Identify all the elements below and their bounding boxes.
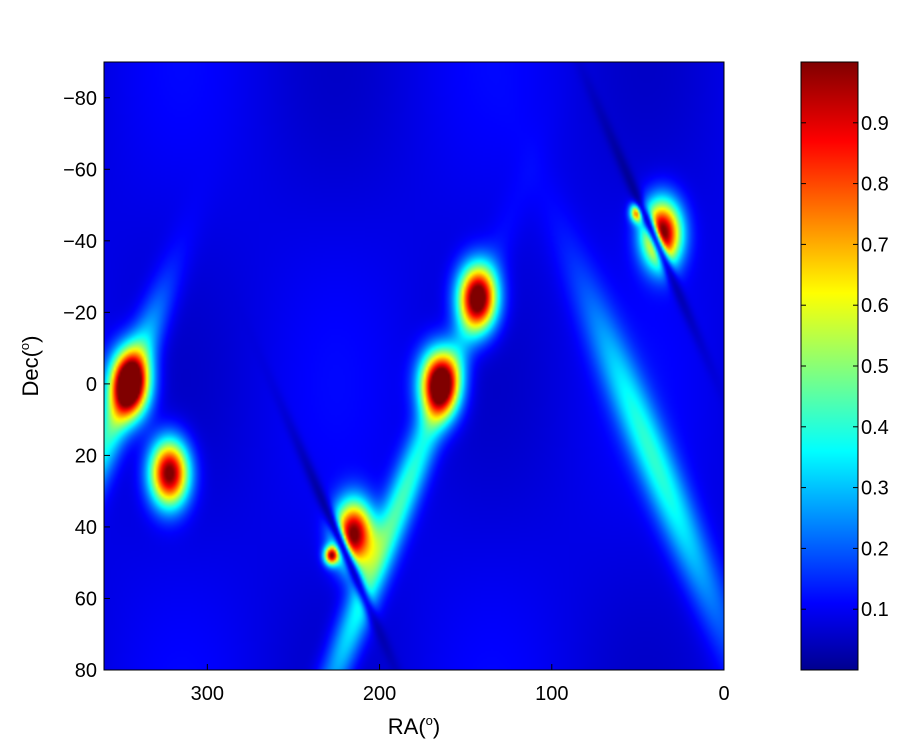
colorbar-tick-label: 0.1: [861, 599, 889, 621]
y-tick-label: 40: [75, 517, 97, 539]
colorbar-tick-label: 0.6: [861, 295, 889, 317]
colorbar-tick-label: 0.5: [861, 356, 889, 378]
colorbar-tick-label: 0.7: [861, 234, 889, 256]
x-axis-label: RA(o): [388, 713, 440, 739]
x-tick-label: 200: [363, 683, 396, 705]
y-tick-label: −60: [63, 159, 97, 181]
plot-frame: [103, 61, 725, 671]
x-axis: 300 200 100 0: [191, 664, 730, 705]
x-tick-label: 100: [535, 683, 568, 705]
colorbar-tick-label: 0.4: [861, 417, 889, 439]
colorbar-tick-label: 0.3: [861, 478, 889, 500]
y-tick-label: 60: [75, 588, 97, 610]
y-tick-label: 80: [75, 660, 97, 682]
colorbar: 0.1 0.2 0.3 0.4 0.5 0.6 0.7 0.8 0.9: [800, 61, 889, 671]
y-tick-label: −20: [63, 302, 97, 324]
x-tick-label: 0: [718, 683, 729, 705]
y-tick-label: 20: [75, 445, 97, 467]
y-tick-label: −40: [63, 231, 97, 253]
colorbar-tick-label: 0.9: [861, 113, 889, 135]
x-tick-label: 300: [191, 683, 224, 705]
colorbar-tick-label: 0.8: [861, 174, 889, 196]
y-axis-label: Dec(o): [17, 335, 43, 396]
y-axis: −80 −60 −40 −20 0 20 40 60 80: [63, 88, 110, 682]
y-tick-label: 0: [86, 374, 97, 396]
colorbar-ticks: 0.1 0.2 0.3 0.4 0.5 0.6 0.7 0.8 0.9: [801, 113, 889, 621]
colorbar-tick-label: 0.2: [861, 538, 889, 560]
heatmap-image: [104, 62, 724, 670]
colorbar-fill: [801, 62, 858, 670]
y-tick-label: −80: [63, 88, 97, 110]
heatmap-area: [103, 61, 725, 671]
